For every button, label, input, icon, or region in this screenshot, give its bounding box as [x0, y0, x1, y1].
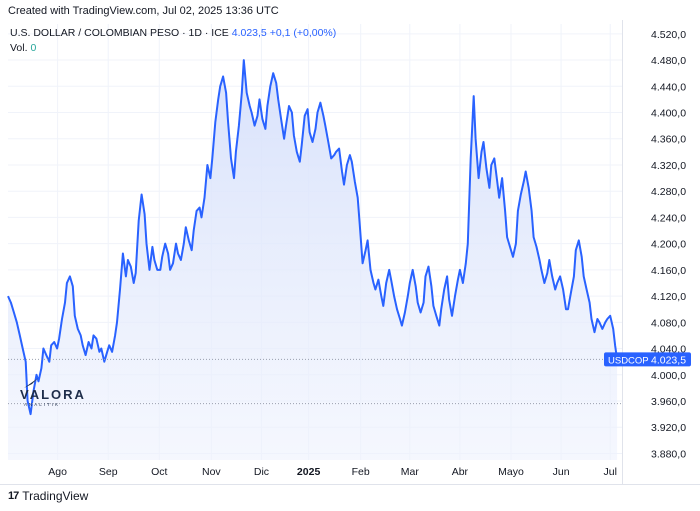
x-tick-label: Oct — [151, 466, 167, 478]
y-tick-label: 3.960,0 — [651, 396, 686, 408]
y-tick-label: 4.480,0 — [651, 55, 686, 67]
x-tick-label: Sep — [99, 466, 118, 478]
created-with-text: Created with TradingView.com, Jul 02, 20… — [8, 5, 279, 17]
x-tick-label: Mayo — [498, 466, 524, 478]
x-tick-label: Feb — [352, 466, 370, 478]
legend-volume-line[interactable]: Vol. 0 — [10, 42, 36, 54]
valora-logo-icon — [24, 378, 38, 388]
y-tick-label: 4.160,0 — [651, 265, 686, 277]
y-axis[interactable]: 4.520,0 4.480,0 4.440,0 4.400,0 4.360,0 4.320… — [651, 29, 686, 461]
x-tick-label: Ago — [48, 466, 67, 478]
y-tick-label: 4.400,0 — [651, 108, 686, 120]
reference-lines — [8, 358, 622, 405]
x-tick-label: 2025 — [297, 466, 321, 478]
legend-symbol-line[interactable]: U.S. DOLLAR / COLOMBIAN PESO · 1D · ICE … — [10, 27, 336, 39]
x-tick-label: Mar — [401, 466, 420, 478]
y-tick-label: 4.360,0 — [651, 134, 686, 146]
price-tag-symbol: USDCOP — [608, 355, 649, 366]
last-price: 4.023,5 — [231, 27, 267, 39]
tradingview-footer[interactable]: 17 TradingView — [8, 489, 88, 503]
y-tick-label: 4.080,0 — [651, 317, 686, 329]
valora-watermark: VALORA ANALITIK — [16, 378, 86, 407]
price-tag-box — [604, 352, 691, 367]
y-tick-label: 4.240,0 — [651, 212, 686, 224]
series-area-fill — [8, 60, 618, 460]
price-tag-value: 4.023,5 — [651, 354, 686, 366]
x-tick-label: Nov — [202, 466, 221, 478]
watermark-subtitle: ANALITIK — [24, 402, 61, 407]
x-tick-label: Dic — [254, 466, 269, 478]
y-tick-label: 4.440,0 — [651, 81, 686, 93]
x-tick-label: Abr — [452, 466, 469, 478]
series-line-usdcop — [7, 59, 619, 416]
y-tick-label: 4.320,0 — [651, 160, 686, 172]
y-tick-label: 4.000,0 — [651, 370, 686, 382]
y-tick-label: 3.880,0 — [651, 448, 686, 460]
price-change: +0,1 (+0,00%) — [269, 27, 337, 39]
y-tick-label: 3.920,0 — [651, 422, 686, 434]
volume-label: Vol. — [10, 42, 28, 54]
x-tick-label: Jul — [603, 466, 616, 478]
tradingview-logo-icon: 17 — [8, 490, 19, 502]
watermark-title: VALORA — [20, 387, 86, 402]
y-tick-label: 4.520,0 — [651, 29, 686, 41]
y-tick-label: 4.120,0 — [651, 291, 686, 303]
x-axis[interactable]: Ago Sep Oct Nov Dic 2025 Feb Mar Abr Mayo Jun Jul — [48, 466, 617, 478]
y-tick-label: 4.200,0 — [651, 239, 686, 251]
x-tick-label: Jun — [553, 466, 570, 478]
tradingview-brand: TradingView — [22, 489, 89, 503]
price-tag: USDCOP 4.023,5 — [604, 352, 691, 367]
symbol-title: U.S. DOLLAR / COLOMBIAN PESO · 1D · ICE — [10, 27, 229, 39]
y-tick-label: 4.280,0 — [651, 186, 686, 198]
volume-value: 0 — [30, 42, 37, 54]
